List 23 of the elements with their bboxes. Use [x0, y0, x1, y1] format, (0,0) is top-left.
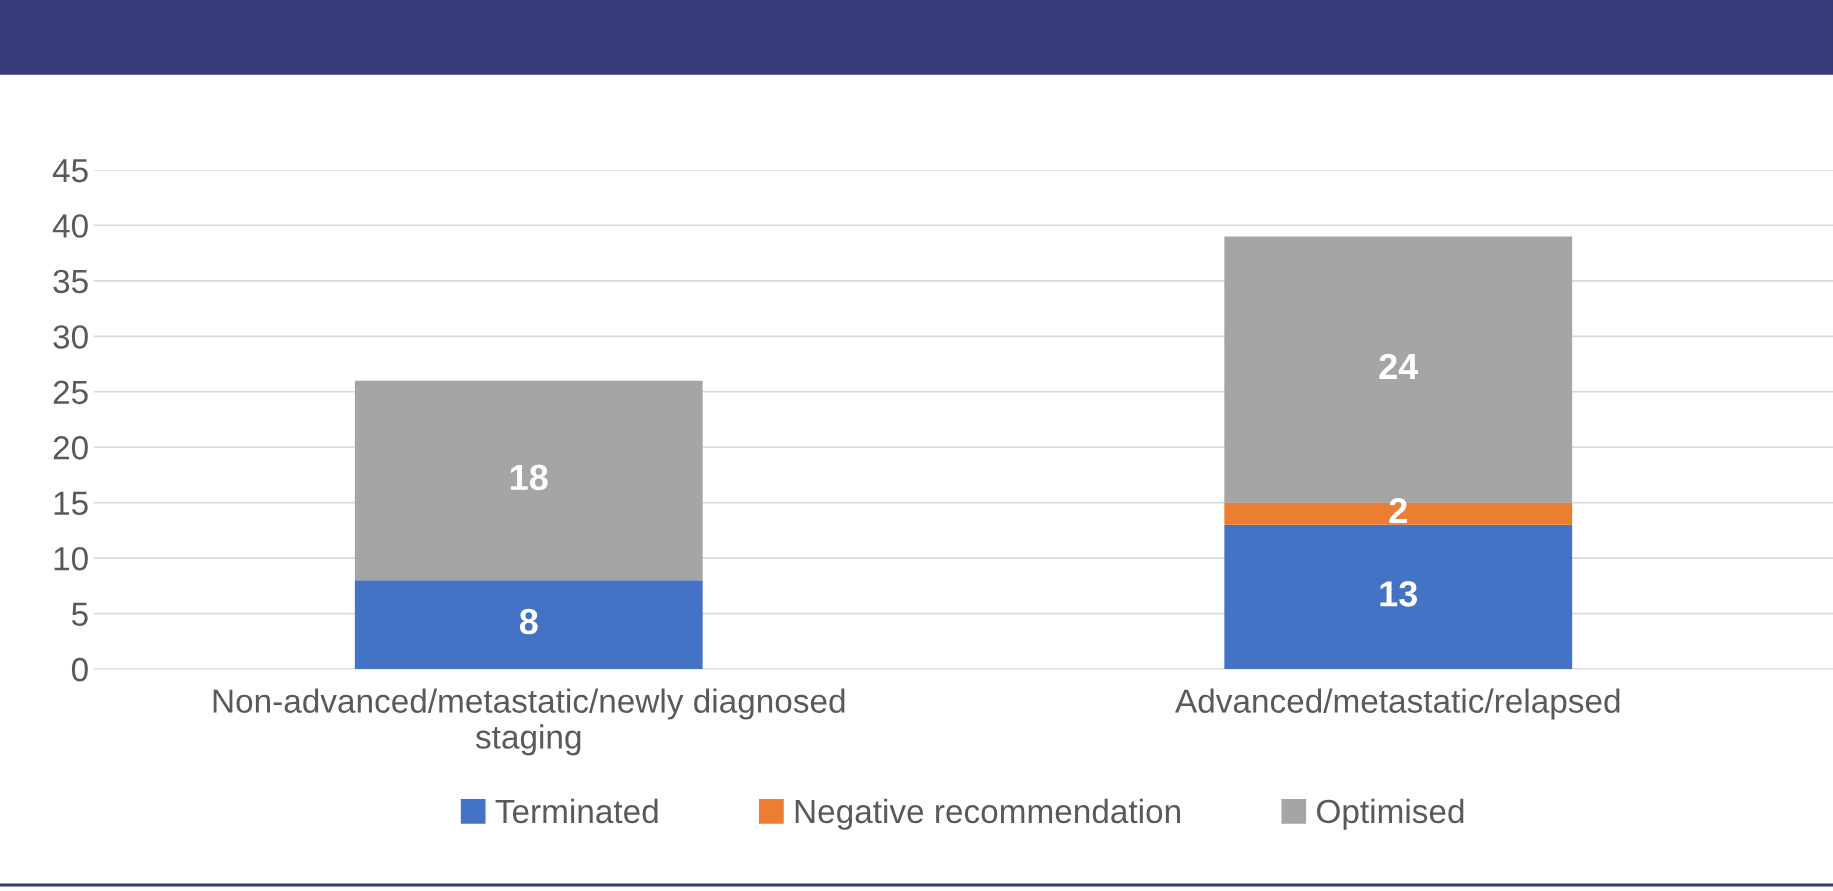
legend-label: Negative recommendation [795, 798, 1180, 830]
y-tick-label: 35 [53, 269, 88, 294]
y-tick-label: 15 [54, 491, 88, 516]
bar [1224, 524, 1573, 669]
legend-label: Terminated [495, 798, 658, 824]
legend-label: Optimised [1317, 798, 1464, 830]
y-tick-label: 45 [52, 159, 88, 183]
y-tick-label: 40 [52, 214, 88, 238]
y-tick-label: 0 [71, 657, 88, 682]
data-label: 2 [1389, 497, 1407, 524]
y-tick-label: 10 [54, 546, 88, 571]
y-tick-label: 20 [53, 436, 88, 460]
data-label: 13 [1380, 581, 1418, 607]
data-label: 18 [510, 464, 548, 491]
x-tick-label: Advanced/metastatic/relapsed [1175, 688, 1620, 720]
data-label: 8 [519, 608, 538, 635]
y-tick-label: 5 [71, 602, 88, 626]
bar [354, 380, 703, 581]
y-tick-label: 30 [53, 325, 88, 349]
data-label: 24 [1379, 353, 1419, 379]
x-tick-label: Non-advanced/metastatic/newly diagnosed staging [213, 688, 845, 756]
bar [354, 580, 703, 669]
y-tick-label: 25 [53, 380, 88, 405]
